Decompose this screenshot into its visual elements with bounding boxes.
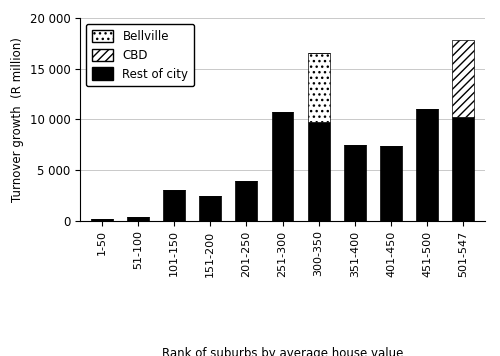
Bar bbox=[416, 109, 438, 221]
Bar bbox=[380, 146, 402, 221]
Bar bbox=[308, 53, 330, 122]
Bar bbox=[344, 145, 366, 221]
Bar bbox=[452, 117, 474, 221]
Bar bbox=[452, 40, 474, 117]
Text: Rank of suburbs by average house value: Rank of suburbs by average house value bbox=[162, 346, 403, 356]
Y-axis label: Turnover growth  (R million): Turnover growth (R million) bbox=[11, 37, 24, 202]
Bar bbox=[91, 219, 112, 221]
Legend: Bellville, CBD, Rest of city: Bellville, CBD, Rest of city bbox=[86, 24, 194, 87]
Bar bbox=[163, 190, 185, 221]
Bar bbox=[127, 217, 148, 221]
Bar bbox=[272, 112, 293, 221]
Bar bbox=[308, 122, 330, 221]
Bar bbox=[236, 181, 257, 221]
Bar bbox=[200, 197, 221, 221]
